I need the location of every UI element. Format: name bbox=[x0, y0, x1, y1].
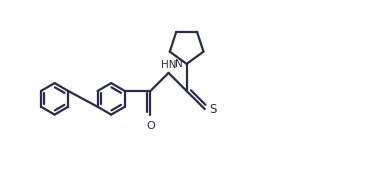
Text: N: N bbox=[175, 59, 183, 69]
Text: O: O bbox=[146, 120, 155, 130]
Text: S: S bbox=[210, 103, 217, 116]
Text: HN: HN bbox=[161, 61, 176, 70]
